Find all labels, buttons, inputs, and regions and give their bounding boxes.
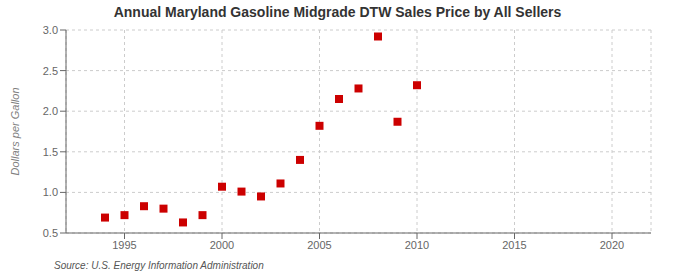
svg-text:2.0: 2.0 xyxy=(43,105,58,117)
html-text:Annual Maryland Gasoline Midgr: Annual Maryland Gasoline Midgrade DTW Sa… xyxy=(113,4,562,20)
svg-text:Dollars per Gallon: Dollars per Gallon xyxy=(9,87,21,175)
svg-text:1.0: 1.0 xyxy=(43,186,58,198)
svg-text:2000: 2000 xyxy=(210,239,234,251)
svg-text:2015: 2015 xyxy=(502,239,526,251)
svg-text:2010: 2010 xyxy=(405,239,429,251)
svg-text:0.5: 0.5 xyxy=(43,227,58,239)
svg-text:2020: 2020 xyxy=(600,239,624,251)
svg-text:3.0: 3.0 xyxy=(43,24,58,36)
svg-text:2.5: 2.5 xyxy=(43,65,58,77)
svg-text:2005: 2005 xyxy=(307,239,331,251)
svg-text:1.5: 1.5 xyxy=(43,146,58,158)
svg-text:1995: 1995 xyxy=(112,239,136,251)
html-text:Source: U.S. Energy Informatio: Source: U.S. Energy Information Administ… xyxy=(54,260,264,271)
